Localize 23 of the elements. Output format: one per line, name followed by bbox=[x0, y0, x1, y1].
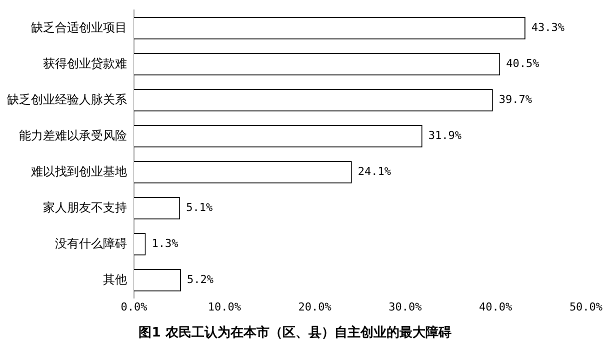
y-tick-label: 家人朋友不支持 bbox=[43, 200, 127, 214]
y-tick-label: 难以找到创业基地 bbox=[30, 164, 127, 178]
y-tick-label: 获得创业贷款难 bbox=[43, 56, 127, 70]
x-tick-label: 40.0% bbox=[479, 300, 513, 314]
y-tick-label: 其他 bbox=[103, 272, 127, 286]
data-label: 31.9% bbox=[428, 129, 462, 142]
data-label: 24.1% bbox=[358, 165, 392, 178]
y-tick-label: 能力差难以承受风险 bbox=[19, 128, 127, 142]
x-tick-label: 20.0% bbox=[298, 300, 332, 314]
x-tick-label: 50.0% bbox=[569, 300, 603, 314]
data-label: 39.7% bbox=[498, 93, 532, 106]
data-label: 5.2% bbox=[187, 273, 214, 286]
x-tick-label: 10.0% bbox=[208, 300, 242, 314]
y-tick-label: 缺乏合适创业项目 bbox=[31, 20, 127, 34]
data-label: 1.3% bbox=[152, 237, 179, 250]
y-tick-label: 缺乏创业经验人脉关系 bbox=[7, 92, 127, 106]
data-label: 5.1% bbox=[186, 201, 213, 214]
y-tick-label: 没有什么障碍 bbox=[55, 236, 127, 250]
x-tick-label: 0.0% bbox=[120, 300, 148, 314]
x-tick-label: 30.0% bbox=[388, 300, 422, 314]
data-label: 43.3% bbox=[531, 21, 565, 34]
text: 图1 农民工认为在本市（区、县）自主创业的最大障碍 bbox=[138, 324, 452, 341]
data-label: 40.5% bbox=[506, 57, 540, 70]
